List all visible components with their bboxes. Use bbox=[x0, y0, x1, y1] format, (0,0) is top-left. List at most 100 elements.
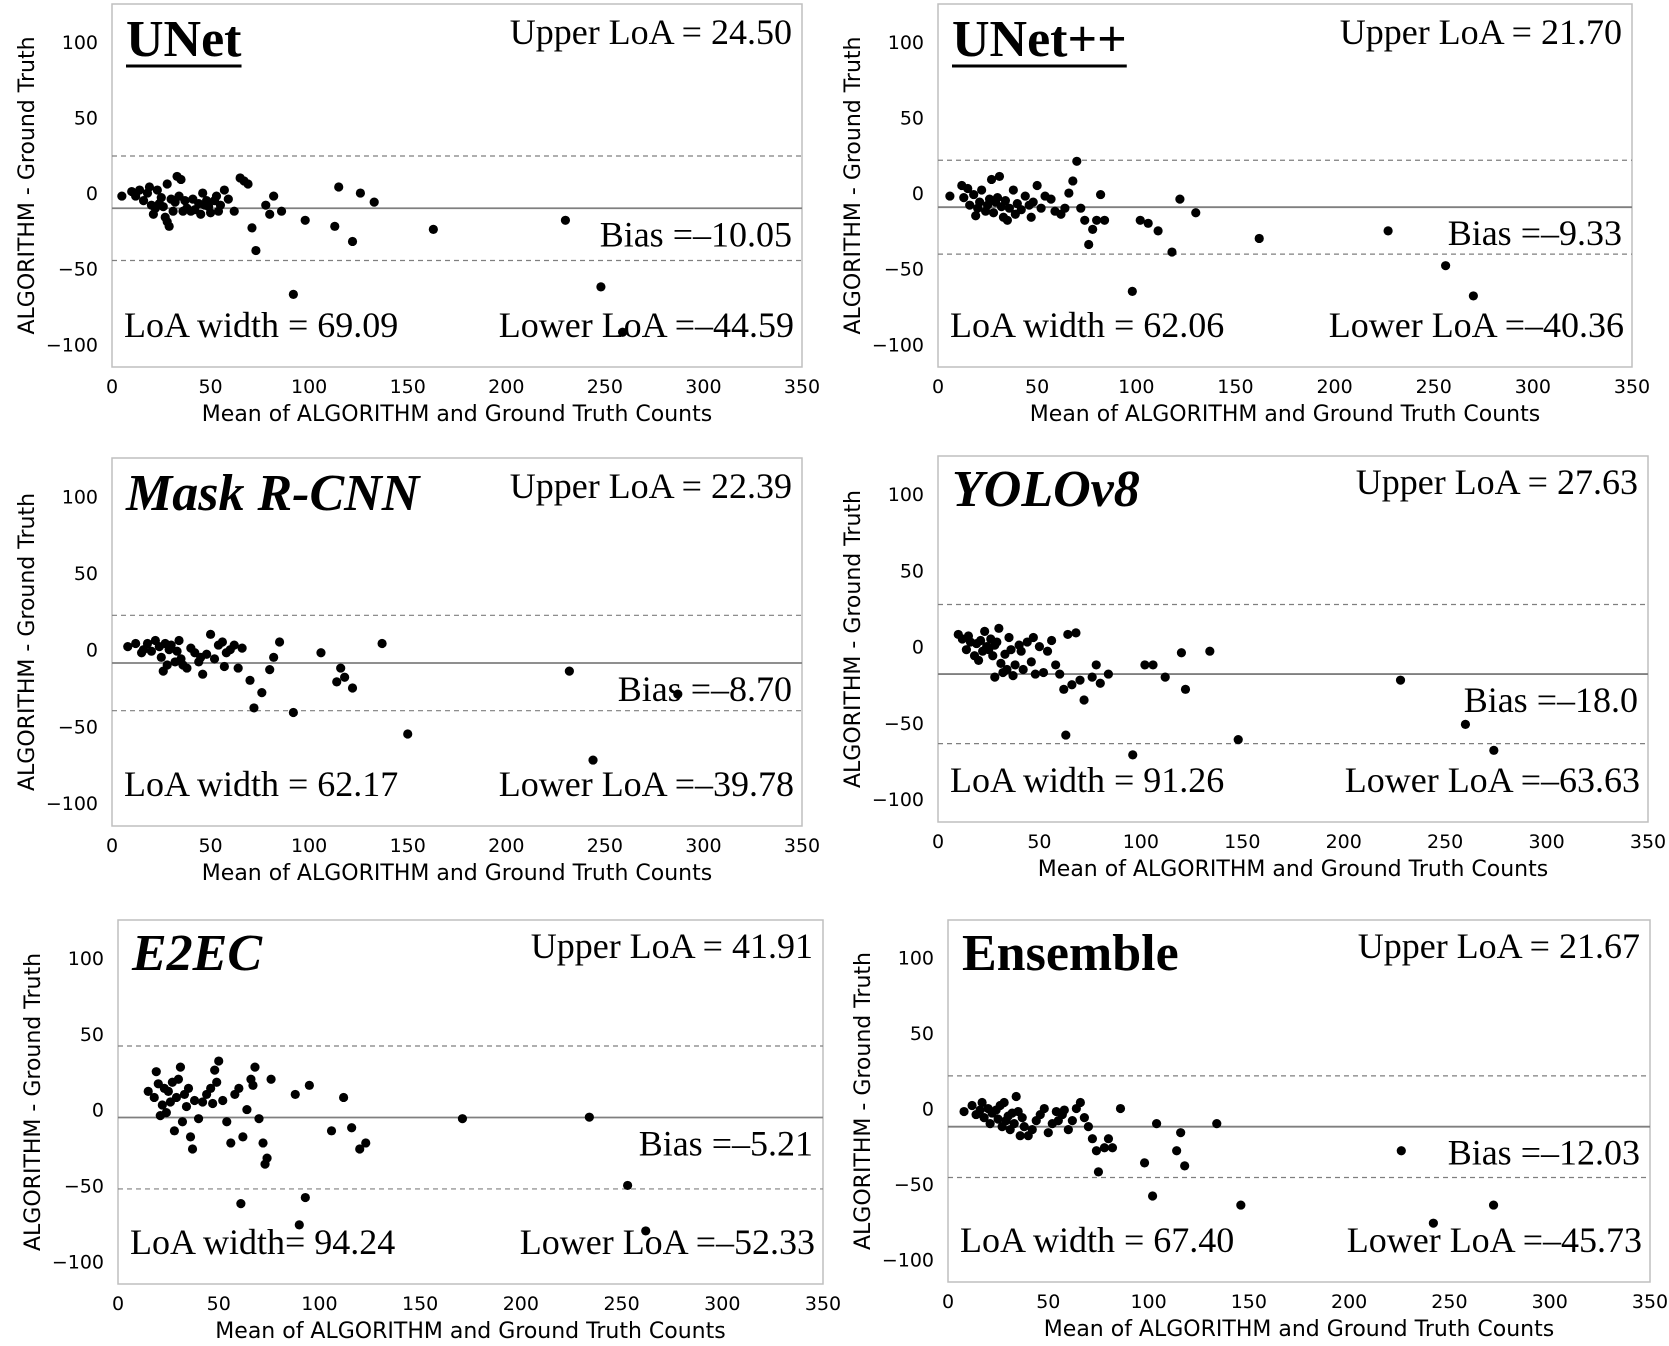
loa-width-label: LoA width = 62.17 bbox=[124, 764, 398, 804]
data-point bbox=[1128, 750, 1138, 760]
x-tick-label: 200 bbox=[503, 1293, 539, 1315]
lower-loa-label: Lower LoA =–52.33 bbox=[520, 1222, 815, 1262]
plot-frame bbox=[947, 919, 1651, 1283]
y-tick-label: 0 bbox=[86, 640, 98, 662]
x-tick-label: 200 bbox=[1331, 1291, 1367, 1313]
y-tick-label: −100 bbox=[46, 793, 98, 815]
x-tick-label: 350 bbox=[784, 835, 820, 857]
model-title: Mask R-CNN bbox=[125, 465, 422, 522]
data-point bbox=[214, 1056, 224, 1066]
data-point bbox=[217, 637, 227, 647]
data-point bbox=[1015, 1131, 1025, 1141]
data-point bbox=[1127, 286, 1137, 296]
data-point bbox=[959, 193, 969, 203]
data-point bbox=[1004, 632, 1014, 643]
data-point bbox=[215, 200, 226, 210]
data-point bbox=[1061, 730, 1071, 740]
lower-loa-label: Lower LoA =–44.59 bbox=[499, 305, 794, 345]
data-point bbox=[961, 645, 972, 655]
data-point bbox=[1028, 632, 1038, 643]
data-point bbox=[1067, 1116, 1077, 1126]
y-axis-label: ALGORITHM - Ground Truth bbox=[851, 952, 876, 1250]
data-point bbox=[355, 188, 365, 198]
x-tick-label: 300 bbox=[685, 376, 721, 398]
data-point bbox=[181, 1101, 192, 1112]
plot-frame bbox=[111, 457, 803, 827]
data-point bbox=[1006, 645, 1016, 655]
data-point bbox=[1087, 672, 1097, 682]
data-point bbox=[1180, 684, 1191, 694]
data-point bbox=[169, 1126, 179, 1136]
data-point bbox=[1055, 669, 1065, 679]
model-title: Ensemble bbox=[962, 925, 1179, 982]
data-point bbox=[135, 185, 145, 195]
data-point bbox=[156, 652, 166, 662]
x-tick-label: 250 bbox=[587, 376, 623, 398]
data-point bbox=[1099, 215, 1110, 225]
data-point bbox=[229, 206, 239, 216]
data-point bbox=[993, 1114, 1003, 1124]
data-point bbox=[1016, 205, 1026, 215]
data-point bbox=[177, 1117, 188, 1127]
data-point bbox=[1063, 629, 1073, 640]
x-tick-label: 200 bbox=[1316, 376, 1352, 398]
data-point bbox=[210, 1065, 220, 1075]
bland-altman-panel-ensemble: 100 50 0 −50 −100 0 50 100 150 200 250 300 350 Mean o… bbox=[851, 919, 1668, 1342]
upper-loa-label: Upper LoA = 27.63 bbox=[1356, 462, 1638, 502]
data-point bbox=[976, 635, 986, 646]
data-point bbox=[245, 675, 255, 685]
data-point bbox=[945, 191, 955, 201]
y-tick-label: 50 bbox=[80, 1024, 104, 1046]
x-tick-label: 200 bbox=[488, 835, 524, 857]
x-tick-label: 50 bbox=[1027, 831, 1051, 853]
x-tick-label: 150 bbox=[1231, 1291, 1267, 1313]
data-point bbox=[1092, 215, 1102, 225]
data-point bbox=[1091, 660, 1101, 670]
x-tick-label: 100 bbox=[291, 376, 327, 398]
y-tick-label: −50 bbox=[884, 713, 924, 735]
data-point bbox=[1103, 1134, 1114, 1144]
data-point bbox=[336, 663, 346, 673]
x-tick-label: 350 bbox=[784, 376, 820, 398]
x-tick-label: 0 bbox=[942, 1291, 954, 1313]
data-point bbox=[262, 1153, 272, 1163]
data-point bbox=[1072, 156, 1082, 166]
data-point bbox=[151, 1067, 161, 1077]
data-point bbox=[1091, 1146, 1102, 1156]
bland-altman-panel-unet-: 100 50 0 −50 −100 0 50 100 150 200 250 300 350 Mean o… bbox=[841, 3, 1650, 427]
data-point bbox=[237, 643, 247, 653]
data-point bbox=[234, 1083, 244, 1093]
data-point bbox=[156, 193, 166, 203]
lower-loa-label: Lower LoA =–63.63 bbox=[1345, 760, 1640, 800]
y-tick-label: 50 bbox=[900, 107, 924, 129]
data-point bbox=[198, 188, 208, 198]
data-point bbox=[162, 660, 172, 670]
y-axis-label: ALGORITHM - Ground Truth bbox=[15, 36, 40, 334]
data-point bbox=[226, 1138, 236, 1148]
data-point bbox=[1008, 671, 1018, 681]
data-point bbox=[985, 1119, 995, 1129]
x-tick-label: 0 bbox=[932, 376, 944, 398]
data-point bbox=[1205, 646, 1215, 656]
data-point bbox=[1088, 224, 1098, 234]
data-point bbox=[1084, 239, 1094, 250]
data-point bbox=[1103, 669, 1113, 679]
data-point bbox=[1067, 680, 1077, 690]
data-point bbox=[202, 649, 212, 659]
data-point bbox=[339, 1092, 349, 1103]
data-point bbox=[174, 635, 184, 646]
bias-label: Bias =–10.05 bbox=[600, 214, 792, 254]
data-point bbox=[1087, 1134, 1098, 1144]
data-point bbox=[963, 183, 973, 194]
y-tick-label: 100 bbox=[888, 484, 924, 506]
data-point bbox=[1428, 1218, 1438, 1228]
plot-frame bbox=[937, 455, 1649, 823]
x-axis-label: Mean of ALGORITHM and Ground Truth Count… bbox=[202, 402, 712, 427]
data-point bbox=[300, 1192, 310, 1203]
data-point bbox=[369, 197, 379, 207]
data-point bbox=[1093, 1167, 1104, 1177]
bland-altman-panel-e2ec: 100 50 0 −50 −100 0 50 100 150 200 250 300 350 Mean o… bbox=[21, 919, 841, 1344]
data-point bbox=[1026, 212, 1036, 222]
data-point bbox=[288, 289, 298, 299]
data-point bbox=[1148, 660, 1158, 670]
